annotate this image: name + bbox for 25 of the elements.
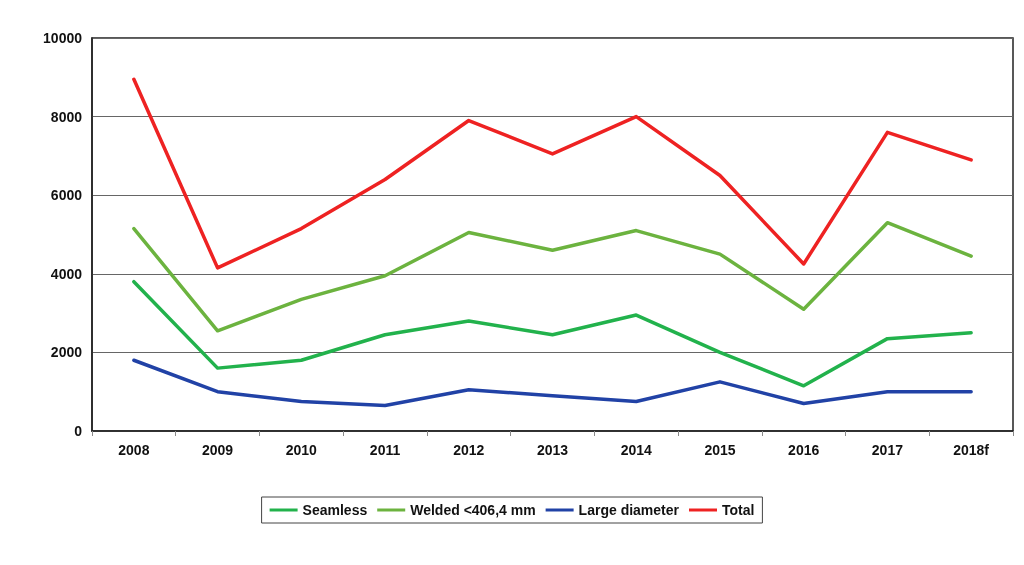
x-tick-label: 2008: [118, 442, 150, 458]
x-tick-label: 2014: [620, 442, 653, 458]
legend-label: Total: [721, 502, 755, 518]
y-tick-label: 6000: [50, 187, 83, 204]
x-tick-label: 2011: [369, 442, 401, 458]
x-tick-label: 2010: [285, 442, 318, 458]
x-tick-label: 2017: [871, 442, 904, 458]
x-tick-label: 2018f: [953, 442, 990, 458]
legend-label: Large diameter: [578, 502, 680, 518]
legend-label: Welded <406,4 mm: [410, 502, 536, 518]
line-series: [132, 77, 973, 270]
line-series: [132, 279, 973, 388]
x-tick-label: 2015: [704, 442, 736, 458]
y-tick-label: 4000: [50, 265, 83, 282]
x-tick-label: 2012: [453, 442, 485, 458]
y-tick-label: 2000: [50, 344, 83, 361]
line-series: [132, 220, 973, 333]
line-series: [132, 358, 973, 408]
y-tick-label: 8000: [50, 108, 83, 125]
x-tick-label: 2009: [202, 442, 234, 458]
x-tick-label: 2016: [788, 442, 820, 458]
y-tick-label: 10000: [43, 30, 83, 46]
x-tick-label: 2013: [536, 442, 569, 458]
legend-label: Seamless: [302, 502, 368, 518]
y-tick-label: 0: [74, 423, 83, 439]
